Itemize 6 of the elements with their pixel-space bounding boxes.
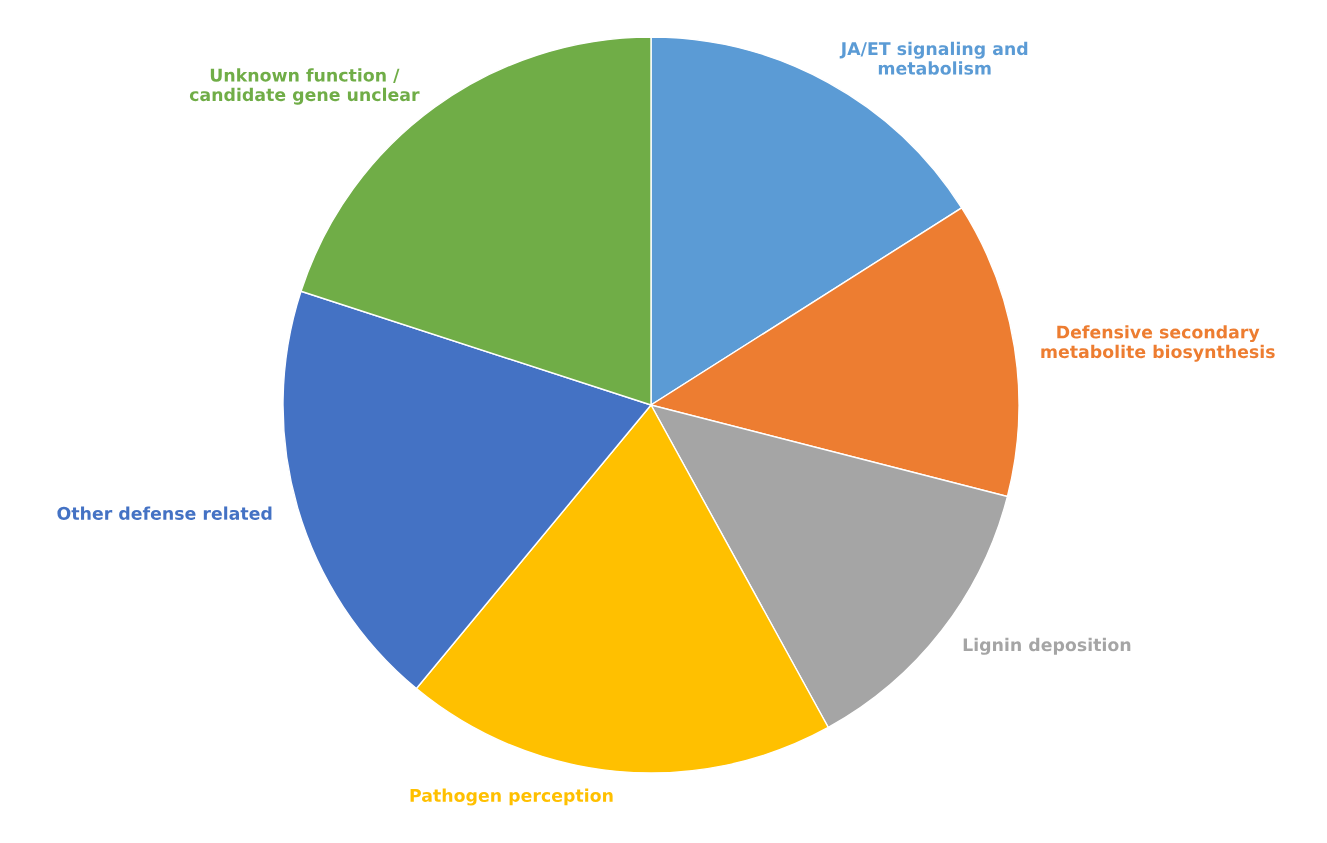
slice-label: Defensive secondary metabolite biosynthesis <box>1041 325 1275 362</box>
slice-label: Other defense related <box>57 506 272 520</box>
slice-label: JA/ET signaling and metabolism <box>839 41 1028 75</box>
slice-label: Lignin deposition <box>963 637 1131 655</box>
slice-label: Unknown function / candidate gene unclear <box>189 68 420 105</box>
slice-label: Pathogen perception <box>410 788 613 806</box>
